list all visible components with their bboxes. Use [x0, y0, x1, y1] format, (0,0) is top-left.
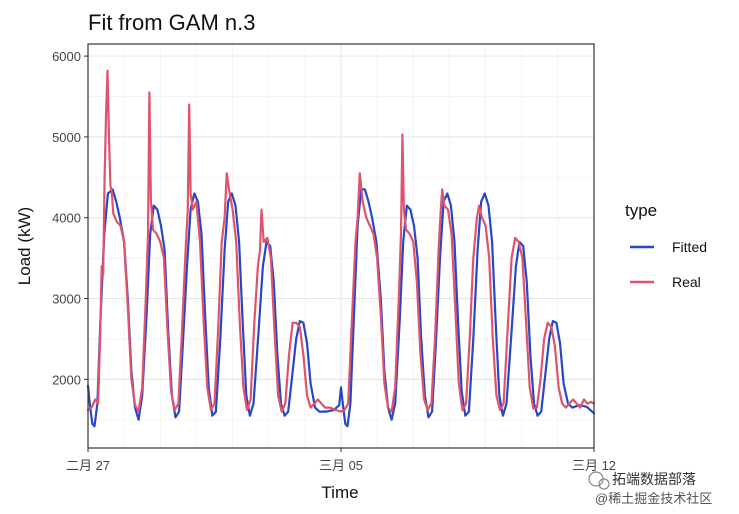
legend-title: type [625, 201, 657, 220]
wechat-icon [588, 471, 604, 487]
y-axis-title: Load (kW) [15, 207, 34, 285]
watermark-line1: 拓端数据部落 [612, 471, 696, 487]
y-axis: 2000 3000 4000 5000 6000 [52, 49, 88, 387]
x-axis-title: Time [321, 483, 358, 502]
x-tick-label: 三月 12 [572, 458, 616, 473]
legend: type Fitted Real [625, 201, 707, 290]
x-tick-label: 二月 27 [66, 458, 110, 473]
y-tick-label: 5000 [52, 130, 81, 145]
legend-items: Fitted Real [630, 239, 707, 290]
series-line-real [86, 69, 596, 413]
x-tick-label: 三月 05 [319, 458, 363, 473]
watermark: 拓端数据部落 @稀土掘金技术社区 [588, 471, 712, 506]
x-axis: 二月 27 三月 05 三月 12 [66, 448, 616, 473]
legend-label-fitted: Fitted [672, 239, 707, 255]
y-tick-label: 2000 [52, 372, 81, 387]
series-layer [86, 69, 596, 428]
plot-area [86, 43, 596, 449]
y-tick-label: 6000 [52, 49, 81, 64]
chart-title: Fit from GAM n.3 [88, 10, 255, 35]
y-tick-label: 4000 [52, 211, 81, 226]
y-tick-label: 3000 [52, 292, 81, 307]
wechat-icon-bubble [598, 478, 610, 490]
watermark-line2: @稀土掘金技术社区 [595, 491, 712, 506]
legend-label-real: Real [672, 274, 701, 290]
